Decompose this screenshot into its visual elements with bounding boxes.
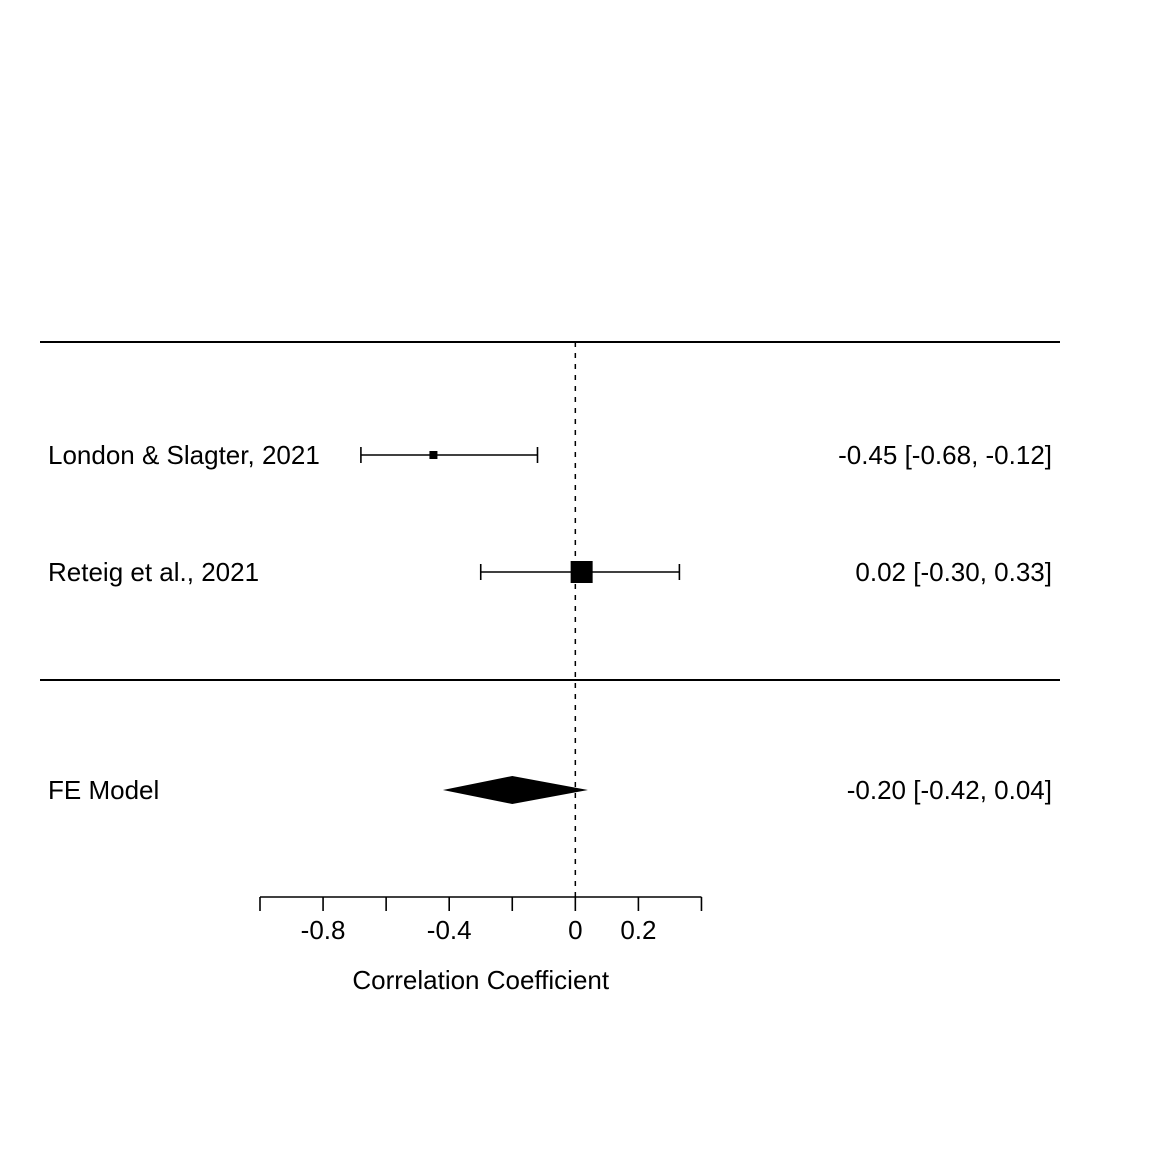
estimate-text: 0.02 [-0.30, 0.33]	[855, 557, 1052, 587]
estimate-text: -0.45 [-0.68, -0.12]	[838, 440, 1052, 470]
forest-plot: London & Slagter, 2021 -0.45 [-0.68, -0.1…	[0, 0, 1152, 1152]
summary-estimate-text: -0.20 [-0.42, 0.04]	[847, 775, 1052, 805]
x-tick-label: -0.8	[301, 915, 346, 945]
point-estimate-marker	[571, 561, 593, 583]
x-axis-title: Correlation Coefficient	[352, 965, 610, 995]
study-label: London & Slagter, 2021	[48, 440, 320, 470]
x-tick-label: 0.2	[620, 915, 656, 945]
summary-label: FE Model	[48, 775, 159, 805]
x-tick-label: -0.4	[427, 915, 472, 945]
study-label: Reteig et al., 2021	[48, 557, 259, 587]
point-estimate-marker	[429, 451, 437, 459]
x-tick-label: 0	[568, 915, 582, 945]
